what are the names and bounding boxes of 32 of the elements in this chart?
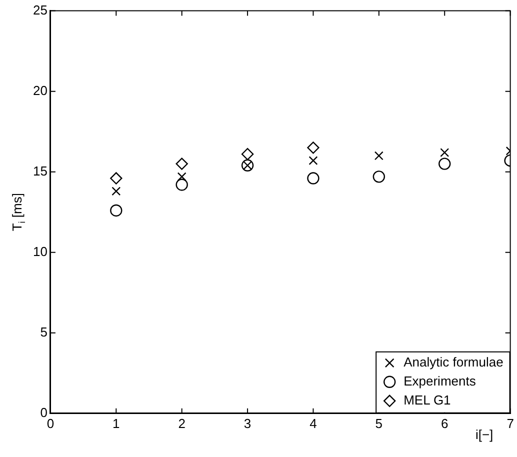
x-tick-label: 1 xyxy=(112,416,120,431)
x-tick-label: 2 xyxy=(178,416,186,431)
y-tick-label: 5 xyxy=(40,324,48,340)
legend-label: MEL G1 xyxy=(404,392,451,408)
point xyxy=(438,158,451,170)
y-axis-title: Ti [ms] xyxy=(10,193,28,232)
point xyxy=(241,148,254,160)
point xyxy=(308,156,318,166)
point xyxy=(374,151,384,160)
x-tick-label: 5 xyxy=(375,416,383,431)
point xyxy=(307,142,320,154)
x-tick-label: 4 xyxy=(310,416,317,431)
legend-label: Analytic formulae xyxy=(404,354,504,370)
point xyxy=(177,172,186,182)
point xyxy=(440,148,450,158)
x-axis-title: i[−] xyxy=(475,426,494,442)
y-tick-label: 15 xyxy=(32,163,48,178)
point xyxy=(176,178,188,191)
point xyxy=(112,186,121,196)
x-tick-label: 6 xyxy=(440,416,448,431)
y-tick-label: 25 xyxy=(32,2,48,18)
y-tick-label: 0 xyxy=(40,404,48,420)
y-tick-label: 20 xyxy=(32,82,48,98)
legend-label: Experiments xyxy=(404,373,476,388)
y-tick-label: 10 xyxy=(32,244,48,259)
point xyxy=(176,158,188,170)
point xyxy=(307,172,320,184)
point xyxy=(110,204,122,217)
x-tick-label: 7 xyxy=(506,416,514,431)
point xyxy=(372,170,386,183)
point xyxy=(110,172,122,184)
x-tick-label: 3 xyxy=(244,416,252,431)
